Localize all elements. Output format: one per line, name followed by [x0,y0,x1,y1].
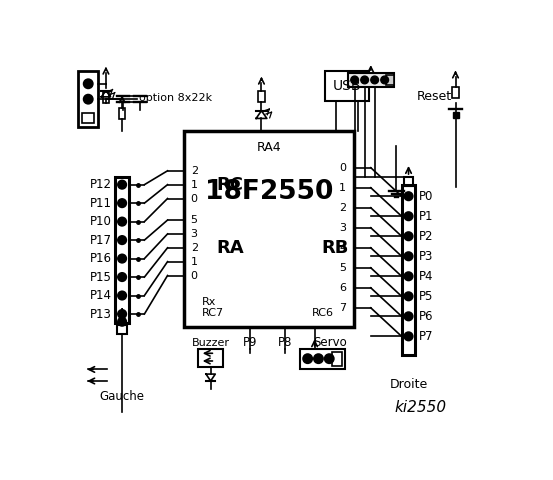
Circle shape [118,310,126,318]
Text: 4: 4 [339,243,346,253]
Text: Reset: Reset [417,90,452,103]
Text: RA4: RA4 [257,141,281,154]
Text: P9: P9 [243,336,257,349]
Text: option 8x22k: option 8x22k [139,94,212,103]
Circle shape [404,192,413,201]
Text: P17: P17 [90,234,112,247]
Text: P16: P16 [90,252,112,265]
Bar [325,72,369,101]
Circle shape [404,312,413,321]
Text: 3: 3 [339,223,346,233]
Text: Buzzer: Buzzer [192,337,229,348]
Bar [386,75,394,84]
Circle shape [118,236,126,244]
Circle shape [404,252,413,261]
Text: 5: 5 [339,263,346,273]
Text: Servo: Servo [313,336,347,349]
Circle shape [84,79,93,88]
Text: P4: P4 [419,270,434,283]
Text: Droite: Droite [389,378,427,391]
Text: RA: RA [217,239,244,257]
Text: P8: P8 [278,336,292,349]
Circle shape [118,254,126,263]
Text: 2: 2 [191,243,198,253]
Text: 1: 1 [339,183,346,193]
Bar [103,92,109,103]
Bar [258,92,264,102]
Bar [115,177,129,323]
Text: ki2550: ki2550 [395,400,447,416]
Text: RC7: RC7 [201,308,223,318]
Text: P2: P2 [419,230,434,243]
Text: 18F2550: 18F2550 [205,180,333,205]
Circle shape [404,272,413,280]
Text: P0: P0 [419,190,434,203]
Circle shape [118,199,126,207]
Bar [78,72,98,127]
Bar [117,325,127,334]
Bar [348,73,394,87]
Bar [82,113,95,123]
Text: P7: P7 [419,330,434,343]
Bar [300,348,345,369]
Text: P15: P15 [90,271,112,284]
Circle shape [314,354,323,363]
Circle shape [361,76,368,84]
Circle shape [404,292,413,300]
Text: 1: 1 [191,257,197,267]
Circle shape [351,76,358,84]
Text: 5: 5 [191,215,197,225]
Text: Gauche: Gauche [100,390,144,403]
Text: Rx: Rx [201,298,216,308]
Bar [199,348,223,367]
Text: 0: 0 [191,271,197,280]
Text: RB: RB [321,239,349,257]
Text: 0: 0 [339,163,346,173]
Text: P1: P1 [419,210,434,223]
Text: P6: P6 [419,310,434,323]
Circle shape [381,76,389,84]
Circle shape [404,232,413,240]
Circle shape [118,180,126,189]
Circle shape [404,212,413,220]
Circle shape [303,354,312,363]
Text: 0: 0 [191,193,197,204]
Text: P13: P13 [90,308,112,321]
Bar [185,131,354,327]
Bar [452,87,458,97]
Circle shape [371,76,378,84]
Bar [332,352,342,366]
Text: P3: P3 [419,250,434,263]
Text: 1: 1 [191,180,197,190]
Circle shape [404,332,413,341]
Bar [401,185,415,355]
Text: P14: P14 [90,289,112,302]
Text: RC6: RC6 [311,308,333,318]
Bar [404,177,413,186]
Text: 2: 2 [191,166,198,176]
Text: 2: 2 [339,203,346,213]
Text: RC: RC [217,176,244,193]
Circle shape [118,217,126,226]
Text: 3: 3 [191,229,197,239]
Text: P5: P5 [419,290,434,303]
Circle shape [118,273,126,281]
Text: P11: P11 [90,197,112,210]
Text: P10: P10 [90,215,112,228]
Text: 6: 6 [339,283,346,293]
Circle shape [84,95,93,104]
Bar [119,108,125,119]
Circle shape [325,354,334,363]
Text: P12: P12 [90,178,112,191]
Text: 7: 7 [339,303,346,313]
Text: USB: USB [333,79,361,93]
Circle shape [118,317,126,326]
Circle shape [118,291,126,300]
